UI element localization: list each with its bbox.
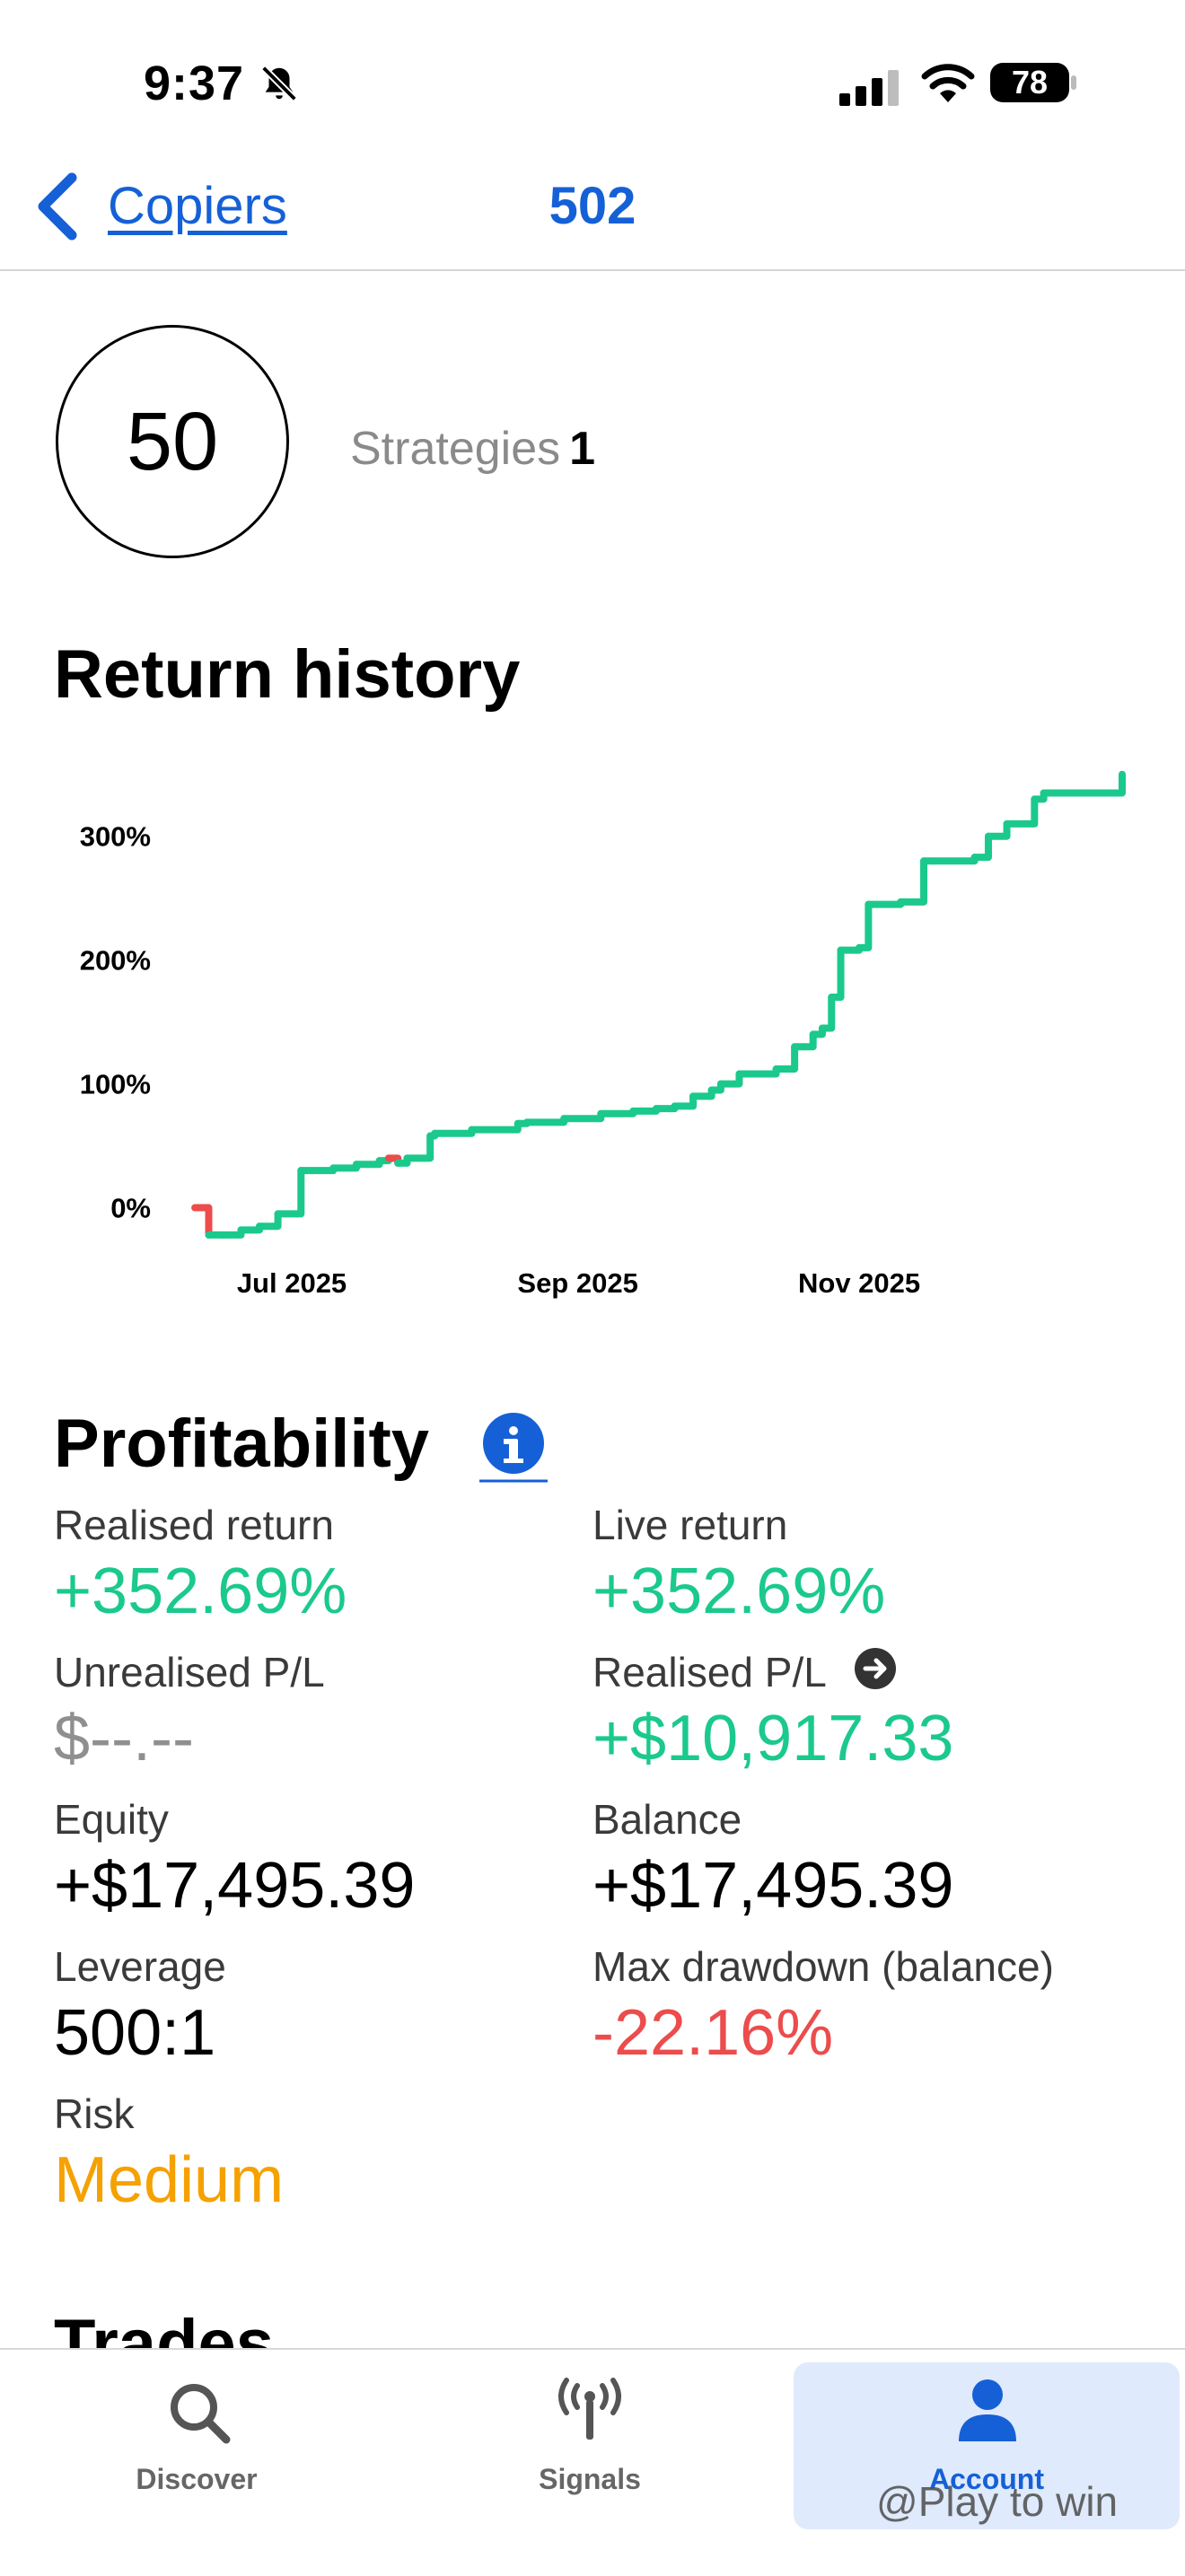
- x-tick-label: Nov 2025: [798, 1267, 920, 1299]
- back-button[interactable]: Copiers: [108, 177, 287, 235]
- search-icon: [171, 2384, 231, 2444]
- tab-account-label: Account: [929, 2463, 1044, 2495]
- return-history-chart[interactable]: 300% 200% 100% 0% Jul 2025 Sep 2025 Nov 2025: [0, 754, 1185, 1328]
- return-line-segment: [800, 1030, 817, 1051]
- live-return-value: +352.69%: [592, 1555, 886, 1627]
- return-line-segment: [1040, 770, 1126, 797]
- return-line-segment: [403, 1132, 434, 1162]
- y-tick-label: 100%: [80, 1069, 151, 1100]
- battery-tip: [1071, 75, 1076, 90]
- page-title: 502: [549, 177, 636, 235]
- y-tick-label: 0%: [110, 1193, 151, 1224]
- return-line-segment: [818, 994, 836, 1032]
- unrealised-pl-label: Unrealised P/L: [54, 1649, 325, 1695]
- return-line-segment: [560, 1109, 605, 1123]
- bell-slash-icon: [261, 66, 297, 101]
- return-line-segment: [293, 1167, 305, 1218]
- tab-signals-label: Signals: [539, 2463, 641, 2495]
- antenna-icon: [558, 2378, 621, 2440]
- strategies-label: Strategies: [350, 423, 561, 475]
- return-line-segment: [984, 819, 1011, 840]
- x-tick-label: Sep 2025: [517, 1267, 637, 1299]
- return-line-segment: [970, 832, 992, 862]
- realised-return-label: Realised return: [54, 1502, 334, 1548]
- nav-divider: [0, 269, 1185, 271]
- return-line-segment: [468, 1119, 522, 1134]
- return-line-segment: [191, 1204, 213, 1239]
- return-line-segment: [865, 898, 905, 908]
- max-drawdown-label: Max drawdown (balance): [592, 1943, 1054, 1990]
- tab-discover-label: Discover: [136, 2463, 258, 2495]
- balance-value: +$17,495.39: [592, 1850, 954, 1922]
- risk-label: Risk: [54, 2090, 135, 2137]
- strategies-count: 1: [569, 423, 596, 475]
- strategies-summary: Strategies 1: [350, 422, 595, 476]
- y-tick-label: 300%: [80, 821, 151, 853]
- return-line-segment: [828, 946, 845, 1002]
- realised-pl-label[interactable]: Realised P/L: [592, 1649, 827, 1695]
- return-line-segment: [856, 900, 873, 951]
- tab-signals[interactable]: Signals: [397, 2362, 783, 2529]
- tab-bar: Discover Signals Account: [0, 2348, 1185, 2576]
- cellular-signal-icon: [839, 70, 899, 106]
- return-line-segment: [597, 1107, 637, 1117]
- return-line-segment: [1003, 795, 1039, 828]
- watermark: @Play to win: [876, 2478, 1119, 2525]
- live-return-label: Live return: [592, 1502, 788, 1548]
- tab-account[interactable]: Account: [794, 2362, 1180, 2529]
- person-icon: [959, 2379, 1016, 2441]
- profitability-title: Profitability: [54, 1406, 430, 1482]
- equity-value: +$17,495.39: [54, 1850, 416, 1922]
- tab-discover[interactable]: Discover: [4, 2362, 390, 2529]
- wifi-icon: [921, 64, 975, 102]
- y-tick-label: 200%: [80, 945, 151, 977]
- balance-label: Balance: [592, 1796, 742, 1843]
- max-drawdown-value: -22.16%: [592, 1997, 834, 2069]
- realised-return-value: +352.69%: [54, 1555, 347, 1627]
- return-line-segment: [744, 1065, 780, 1078]
- return-line-segment: [297, 1164, 338, 1175]
- x-tick-label: Jul 2025: [237, 1267, 347, 1299]
- unrealised-pl-value: $--.--: [54, 1703, 194, 1774]
- return-line-segment: [897, 857, 928, 906]
- return-line-segment: [523, 1115, 568, 1126]
- return-line-segment: [256, 1210, 282, 1231]
- leverage-value: 500:1: [54, 1997, 216, 2069]
- risk-value: Medium: [54, 2144, 285, 2216]
- leverage-label: Leverage: [54, 1943, 226, 1990]
- equity-label: Equity: [54, 1796, 169, 1843]
- return-history-title: Return history: [54, 636, 521, 713]
- arrow-right-circle-icon[interactable]: [853, 1646, 898, 1691]
- chevron-left-icon[interactable]: [32, 171, 83, 242]
- score-badge: 50: [56, 325, 289, 558]
- battery-indicator: 78: [990, 63, 1069, 102]
- return-line-segment: [431, 1126, 476, 1137]
- return-line-segment: [772, 1043, 799, 1073]
- info-icon[interactable]: [478, 1411, 549, 1483]
- status-time: 9:37: [144, 57, 245, 110]
- return-line-segment: [929, 854, 979, 865]
- realised-pl-value: +$10,917.33: [592, 1703, 954, 1774]
